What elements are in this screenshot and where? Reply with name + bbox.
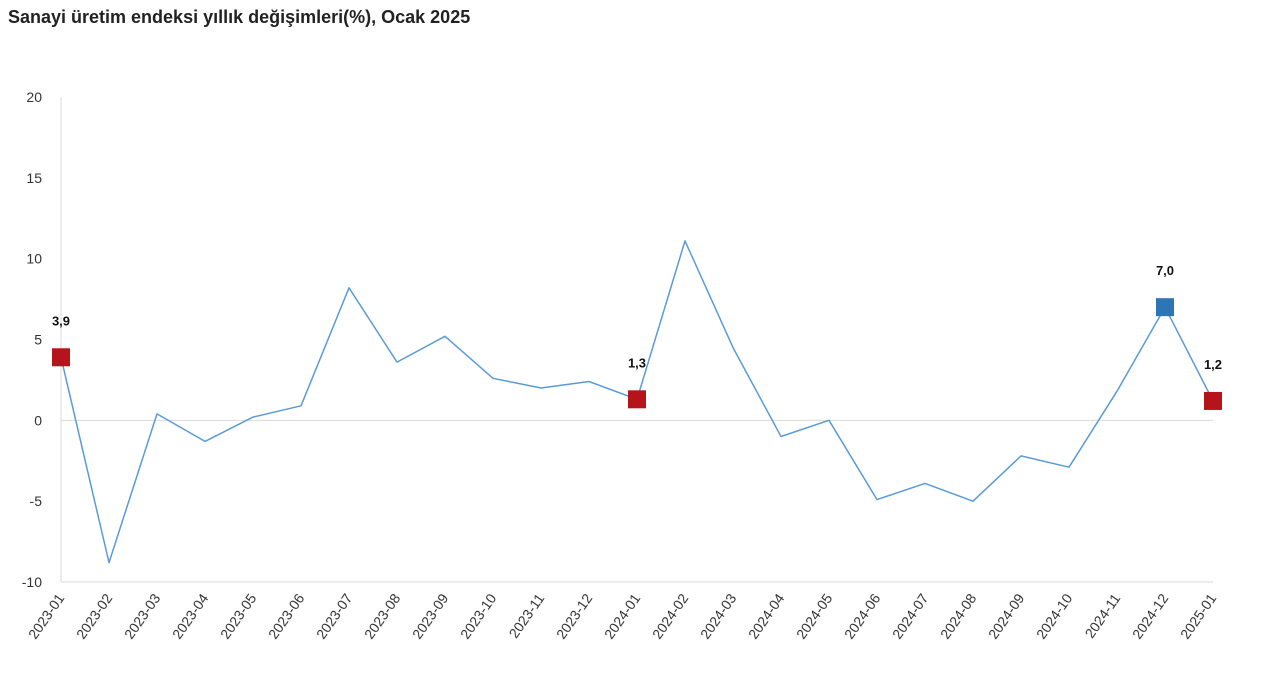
highlight-marker: [1156, 298, 1174, 317]
x-tick-label: 2023-01: [25, 590, 68, 641]
x-tick-labels: 2023-01 2023-02 2023-03 2023-04 2023-05 2023-…: [25, 590, 1220, 641]
x-tick-label: 2023-09: [409, 590, 452, 641]
x-tick-label: 2024-01: [601, 590, 644, 641]
x-tick-label: 2023-08: [361, 590, 404, 641]
data-label: 1,3: [628, 355, 646, 370]
chart-title: Sanayi üretim endeksi yıllık değişimleri…: [8, 7, 471, 27]
chart-axes: [60, 97, 1213, 583]
x-tick-label: 2023-12: [553, 590, 596, 641]
data-labels: 3,9 1,3 7,0 1,2: [52, 263, 1222, 372]
y-tick-label: 10: [26, 251, 42, 267]
highlight-markers: [52, 298, 1222, 410]
highlight-marker: [52, 348, 70, 367]
x-tick-label: 2024-02: [649, 590, 692, 641]
y-tick-label: 5: [34, 332, 42, 348]
x-tick-label: 2024-12: [1129, 590, 1172, 641]
x-tick-label: 2023-04: [169, 590, 212, 641]
x-tick-label: 2024-08: [937, 590, 980, 641]
x-tick-label: 2023-05: [217, 590, 260, 641]
x-tick-label: 2025-01: [1177, 590, 1220, 641]
x-tick-label: 2023-11: [505, 590, 547, 641]
x-tick-label: 2023-10: [457, 590, 500, 641]
x-tick-label: 2023-07: [313, 590, 356, 641]
x-tick-label: 2023-02: [73, 590, 116, 641]
data-label: 7,0: [1156, 263, 1174, 278]
x-tick-label: 2023-06: [265, 590, 308, 641]
x-tick-label: 2024-11: [1081, 590, 1123, 641]
highlight-marker: [628, 390, 646, 409]
y-tick-label: 0: [34, 412, 42, 428]
x-tick-label: 2024-10: [1033, 590, 1076, 641]
y-tick-label: -5: [30, 493, 43, 509]
x-tick-label: 2024-04: [745, 590, 788, 641]
x-tick-label: 2024-06: [841, 590, 884, 641]
x-tick-label: 2024-09: [985, 590, 1028, 641]
y-tick-label: 15: [26, 170, 42, 186]
x-tick-label: 2024-03: [697, 590, 740, 641]
y-tick-label: -10: [22, 574, 42, 590]
y-tick-labels: 20 15 10 5 0 -5 -10: [22, 89, 42, 590]
data-label: 1,2: [1204, 357, 1222, 372]
x-tick-label: 2023-03: [121, 590, 164, 641]
data-label: 3,9: [52, 313, 70, 328]
x-tick-label: 2024-07: [889, 590, 932, 641]
y-tick-label: 20: [26, 89, 42, 105]
highlight-marker: [1204, 391, 1222, 410]
x-tick-label: 2024-05: [793, 590, 836, 641]
